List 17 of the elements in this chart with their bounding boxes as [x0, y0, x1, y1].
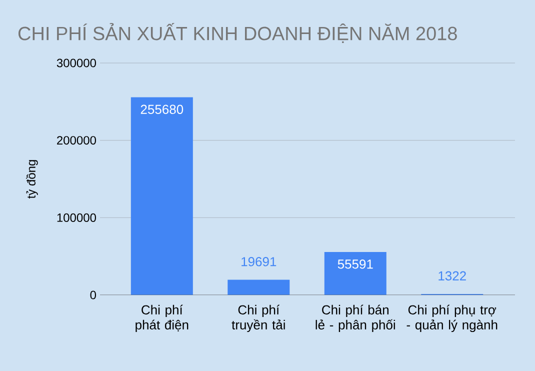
chart-title: CHI PHÍ SẢN XUẤT KINH DOANH ĐIỆN NĂM 2018: [18, 23, 457, 43]
y-tick-label: 100000: [57, 213, 96, 222]
y-tick-label: 0: [90, 290, 96, 300]
x-tick-label: Chi phí bán lẻ - phân phối: [316, 304, 395, 332]
data-label: 255680: [140, 104, 184, 114]
y-axis-title: tỷ đồng: [26, 160, 38, 198]
data-label: 1322: [438, 271, 466, 280]
x-tick-label: Chi phí phụ trợ - quản lý ngành: [406, 304, 498, 332]
bar: [130, 97, 193, 295]
data-label: 19691: [242, 257, 276, 266]
data-label: 55591: [338, 260, 373, 269]
x-tick-label: Chi phí phát điện: [136, 304, 188, 332]
x-tick-label: Chi phí truyền tải: [232, 304, 285, 332]
bar: [228, 280, 290, 295]
y-tick-label: 300000: [56, 58, 96, 68]
y-tick-label: 200000: [57, 136, 96, 145]
bar: [324, 252, 386, 295]
